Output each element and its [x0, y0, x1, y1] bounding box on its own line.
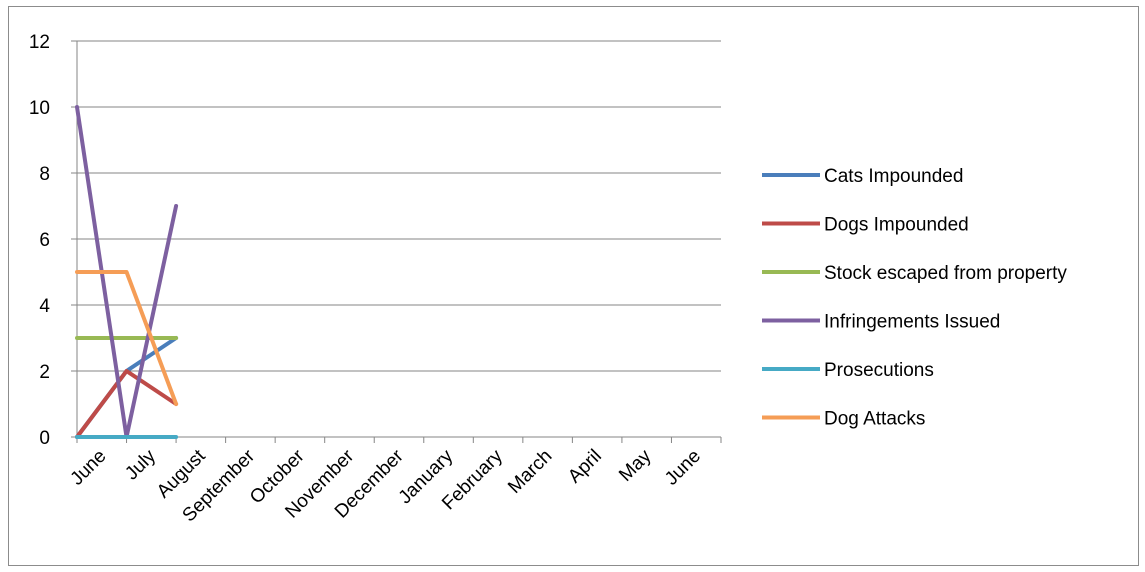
legend-label: Cats Impounded	[824, 166, 963, 187]
chart-frame	[8, 6, 1139, 566]
y-tick-label: 0	[39, 428, 50, 449]
y-tick-label: 2	[39, 362, 50, 383]
y-tick-label: 12	[29, 32, 50, 53]
legend-label: Stock escaped from property	[824, 263, 1067, 284]
legend-label: Infringements Issued	[824, 312, 1000, 333]
series-line-0	[75, 336, 179, 439]
legend-label: Prosecutions	[824, 360, 934, 381]
legend-label: Dogs Impounded	[824, 215, 969, 236]
x-tick-label: May	[615, 445, 656, 486]
y-tick-label: 6	[39, 230, 50, 251]
x-tick-label: April	[564, 446, 606, 488]
x-tick-label: March	[504, 446, 556, 498]
x-tick-label: June	[661, 446, 705, 490]
y-tick-label: 10	[29, 98, 50, 119]
x-tick-label: June	[67, 446, 111, 490]
y-tick-label: 8	[39, 164, 50, 185]
y-tick-label: 4	[39, 296, 50, 317]
x-tick-label: July	[121, 445, 160, 484]
legend-label: Dog Attacks	[824, 409, 925, 430]
